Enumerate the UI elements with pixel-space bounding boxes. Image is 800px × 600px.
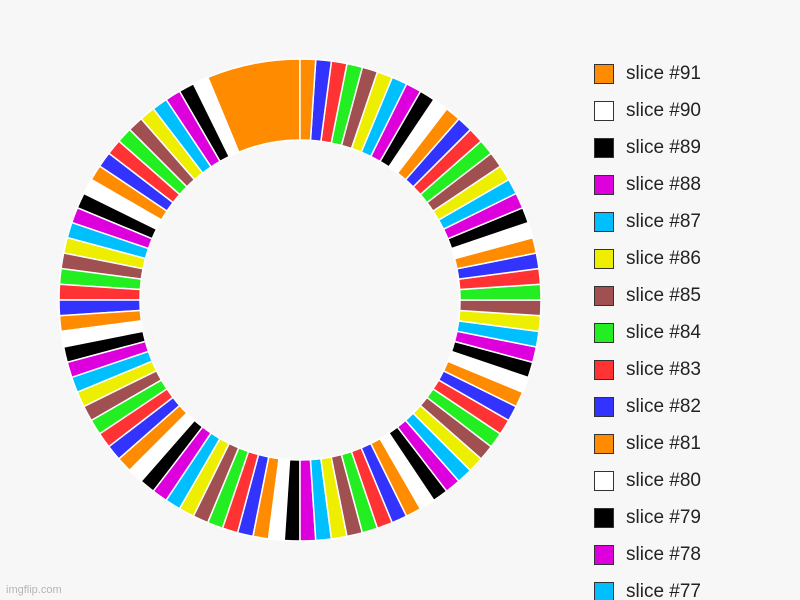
legend-label: slice #86 (626, 247, 701, 269)
pie-slice-1 (299, 58, 317, 142)
legend-item: slice #78 (594, 536, 800, 573)
legend-swatch (594, 137, 614, 158)
legend-item: slice #80 (594, 462, 800, 499)
legend-item: slice #89 (594, 129, 800, 166)
legend-item: slice #77 (594, 573, 800, 600)
legend-label: slice #80 (626, 469, 701, 491)
legend-label: slice #90 (626, 99, 701, 121)
legend-label: slice #83 (626, 358, 701, 380)
legend-label: slice #81 (626, 432, 701, 454)
watermark: imgflip.com (6, 584, 62, 596)
legend-swatch (594, 359, 614, 380)
legend-swatch (594, 248, 614, 269)
legend-item: slice #91 (594, 55, 800, 92)
legend-item: slice #81 (594, 425, 800, 462)
legend-label: slice #77 (626, 580, 701, 600)
legend-item: slice #79 (594, 499, 800, 536)
legend-label: slice #88 (626, 173, 701, 195)
legend-swatch (594, 211, 614, 232)
legend-swatch (594, 100, 614, 121)
legend-swatch (594, 396, 614, 417)
legend-swatch (594, 63, 614, 84)
legend-swatch (594, 544, 614, 565)
legend-label: slice #89 (626, 136, 701, 158)
legend-item: slice #85 (594, 277, 800, 314)
legend-swatch (594, 433, 614, 454)
legend-item: slice #88 (594, 166, 800, 203)
legend-item: slice #83 (594, 351, 800, 388)
legend-label: slice #82 (626, 395, 701, 417)
legend-item: slice #86 (594, 240, 800, 277)
legend-label: slice #78 (626, 543, 701, 565)
donut-chart (58, 58, 542, 542)
legend-item: slice #82 (594, 388, 800, 425)
legend-swatch (594, 507, 614, 528)
legend-item: slice #87 (594, 203, 800, 240)
legend-label: slice #79 (626, 506, 701, 528)
legend-swatch (594, 285, 614, 306)
legend-item: slice #90 (594, 92, 800, 129)
chart-legend: slice #91 slice #90 slice #89 slice #88 slic… (594, 55, 800, 600)
legend-label: slice #84 (626, 321, 701, 343)
legend-label: slice #85 (626, 284, 701, 306)
legend-swatch (594, 581, 614, 600)
legend-label: slice #91 (626, 62, 701, 84)
legend-swatch (594, 322, 614, 343)
legend-item: slice #84 (594, 314, 800, 351)
legend-label: slice #87 (626, 210, 701, 232)
legend-swatch (594, 470, 614, 491)
legend-swatch (594, 174, 614, 195)
